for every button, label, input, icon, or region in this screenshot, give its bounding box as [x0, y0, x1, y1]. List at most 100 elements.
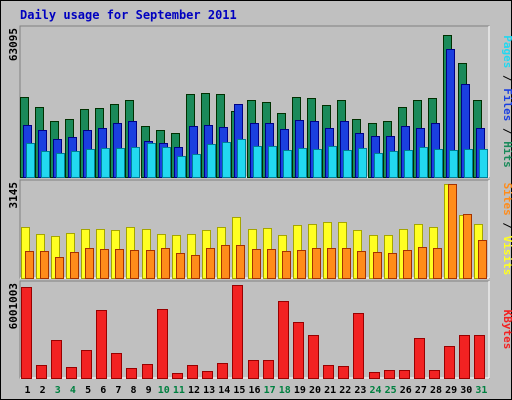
bar-sites-day-13 [206, 248, 215, 279]
bar-kbytes-day-12 [187, 365, 198, 379]
x-tick-label-day-20: 20 [309, 385, 321, 396]
x-tick-label-day-12: 12 [188, 385, 200, 396]
axis-label-separator: / [501, 68, 512, 88]
bar-sites-day-4 [70, 252, 79, 279]
bar-sites-day-26 [403, 250, 412, 279]
x-tick-label-day-22: 22 [339, 385, 351, 396]
bar-kbytes-day-24 [369, 372, 380, 379]
bar-kbytes-day-25 [384, 370, 395, 379]
bar-sites-day-27 [418, 247, 427, 279]
x-tick-label-day-4: 4 [70, 385, 76, 396]
x-tick-label-day-17: 17 [264, 385, 276, 396]
panel-bottom-max-label: 6001003 [7, 283, 20, 329]
bar-kbytes-day-4 [66, 367, 77, 379]
bar-sites-day-22 [342, 248, 351, 279]
x-tick-label-day-9: 9 [146, 385, 152, 396]
bar-kbytes-day-14 [217, 363, 228, 379]
panel-middle-axis-label: Sites / Visits [501, 183, 512, 276]
bar-pages-day-6 [101, 148, 110, 178]
bar-sites-day-11 [176, 253, 185, 279]
x-tick-label-day-1: 1 [25, 385, 31, 396]
bar-pages-day-4 [71, 151, 80, 178]
bar-pages-day-27 [419, 147, 428, 178]
bar-pages-day-23 [358, 148, 367, 178]
bar-sites-day-8 [130, 250, 139, 279]
bar-sites-day-30 [463, 214, 472, 279]
bar-kbytes-day-16 [248, 360, 259, 379]
bar-sites-day-5 [85, 248, 94, 279]
x-tick-label-day-3: 3 [55, 385, 61, 396]
axis-label-part-kbytes: KBytes [501, 310, 512, 350]
bar-kbytes-day-26 [399, 370, 410, 379]
bar-kbytes-day-2 [36, 365, 47, 379]
x-tick-label-day-27: 27 [415, 385, 427, 396]
panel-middle: 3145 Sites / Visits [7, 179, 512, 279]
x-tick-label-day-15: 15 [233, 385, 245, 396]
bar-pages-day-17 [268, 146, 277, 178]
bar-pages-day-29 [449, 150, 458, 178]
bar-kbytes-day-19 [293, 322, 304, 379]
bar-pages-day-19 [298, 148, 307, 178]
bar-pages-day-8 [131, 147, 140, 178]
bar-kbytes-day-28 [429, 370, 440, 379]
bar-sites-day-17 [267, 249, 276, 279]
bar-sites-day-20 [312, 248, 321, 279]
bar-kbytes-day-30 [459, 335, 470, 379]
bar-pages-day-15 [237, 139, 246, 178]
bar-pages-day-24 [374, 153, 383, 178]
bar-pages-day-13 [207, 144, 216, 178]
panel-bottom: 6001003 KBytes [7, 280, 512, 379]
bar-kbytes-day-21 [323, 365, 334, 379]
bar-kbytes-day-29 [444, 346, 455, 379]
bar-kbytes-day-22 [338, 366, 349, 379]
x-tick-label-day-31: 31 [475, 385, 487, 396]
x-tick-label-day-18: 18 [279, 385, 291, 396]
bar-kbytes-day-23 [353, 313, 364, 379]
bar-sites-day-2 [40, 251, 49, 279]
bar-kbytes-day-31 [474, 335, 485, 379]
bar-pages-day-31 [479, 149, 488, 178]
bar-kbytes-day-27 [414, 338, 425, 379]
bar-sites-day-6 [100, 249, 109, 279]
bar-pages-day-28 [434, 149, 443, 178]
bar-pages-day-18 [283, 150, 292, 178]
bar-kbytes-day-13 [202, 371, 213, 379]
bar-pages-day-7 [116, 148, 125, 178]
panel-top: 63095 Pages / Files / Hits [7, 25, 512, 178]
x-tick-label-day-23: 23 [354, 385, 366, 396]
x-tick-label-day-6: 6 [100, 385, 106, 396]
axis-label-separator: / [501, 121, 512, 141]
bar-kbytes-day-10 [157, 309, 168, 379]
bar-pages-day-3 [56, 153, 65, 178]
x-tick-label-day-7: 7 [115, 385, 121, 396]
x-tick-label-day-19: 19 [294, 385, 306, 396]
bar-kbytes-day-11 [172, 373, 183, 379]
bar-sites-day-18 [282, 251, 291, 279]
bar-pages-day-26 [404, 150, 413, 178]
bar-sites-day-15 [236, 245, 245, 279]
bar-sites-day-23 [357, 251, 366, 279]
bar-sites-day-14 [221, 245, 230, 279]
bar-kbytes-day-6 [96, 310, 107, 379]
x-tick-label-day-29: 29 [445, 385, 457, 396]
panel-top-axis-label: Pages / Files / Hits [501, 35, 512, 168]
bar-sites-day-31 [478, 240, 487, 279]
bar-sites-day-25 [388, 253, 397, 279]
bar-sites-day-7 [115, 249, 124, 279]
bar-pages-day-11 [177, 156, 186, 178]
x-tick-label-day-28: 28 [430, 385, 442, 396]
bar-pages-day-10 [162, 147, 171, 178]
bar-sites-day-28 [433, 248, 442, 279]
panel-bottom-axis-label: KBytes [501, 310, 512, 350]
bar-sites-day-19 [297, 250, 306, 279]
panel-middle-max-label: 3145 [7, 182, 20, 209]
x-tick-label-day-2: 2 [40, 385, 46, 396]
bar-kbytes-day-20 [308, 335, 319, 379]
bar-kbytes-day-9 [142, 364, 153, 379]
bar-sites-day-16 [252, 249, 261, 279]
bar-sites-day-9 [146, 250, 155, 279]
bar-pages-day-22 [343, 150, 352, 178]
x-tick-label-day-11: 11 [173, 385, 185, 396]
bar-pages-day-21 [328, 146, 337, 178]
